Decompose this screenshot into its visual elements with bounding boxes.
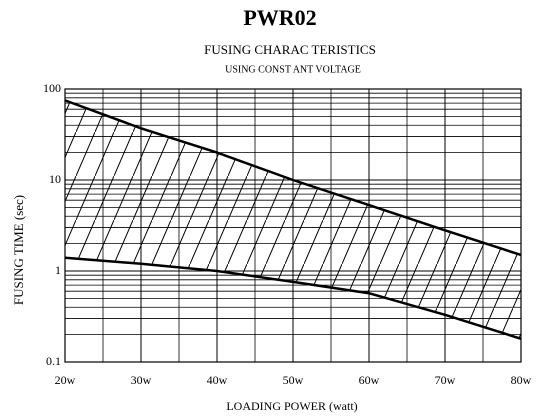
chart-subtitle: FUSING CHARAC TERISTICS [204,42,376,57]
y-tick-label: 100 [43,81,61,95]
x-tick-label: 70w [435,373,456,387]
x-tick-label: 20w [55,373,76,387]
y-tick-label: 0.1 [46,354,61,368]
x-tick-label: 50w [283,373,304,387]
y-tick-label: 1 [55,263,61,277]
y-tick-label: 10 [49,172,61,186]
x-tick-label: 40w [207,373,228,387]
y-axis-label: FUSING TIME (sec) [11,195,26,305]
x-tick-label: 30w [131,373,152,387]
x-axis-label: LOADING POWER (watt) [226,399,357,413]
x-tick-label: 80w [511,373,532,387]
chart-subtitle: USING CONST ANT VOLTAGE [225,64,361,75]
x-tick-label: 60w [359,373,380,387]
series-line [64,256,522,340]
series-line [64,99,522,257]
hatch-band [65,100,521,339]
chart-title: PWR02 [243,5,316,30]
plot-frame [64,88,522,363]
